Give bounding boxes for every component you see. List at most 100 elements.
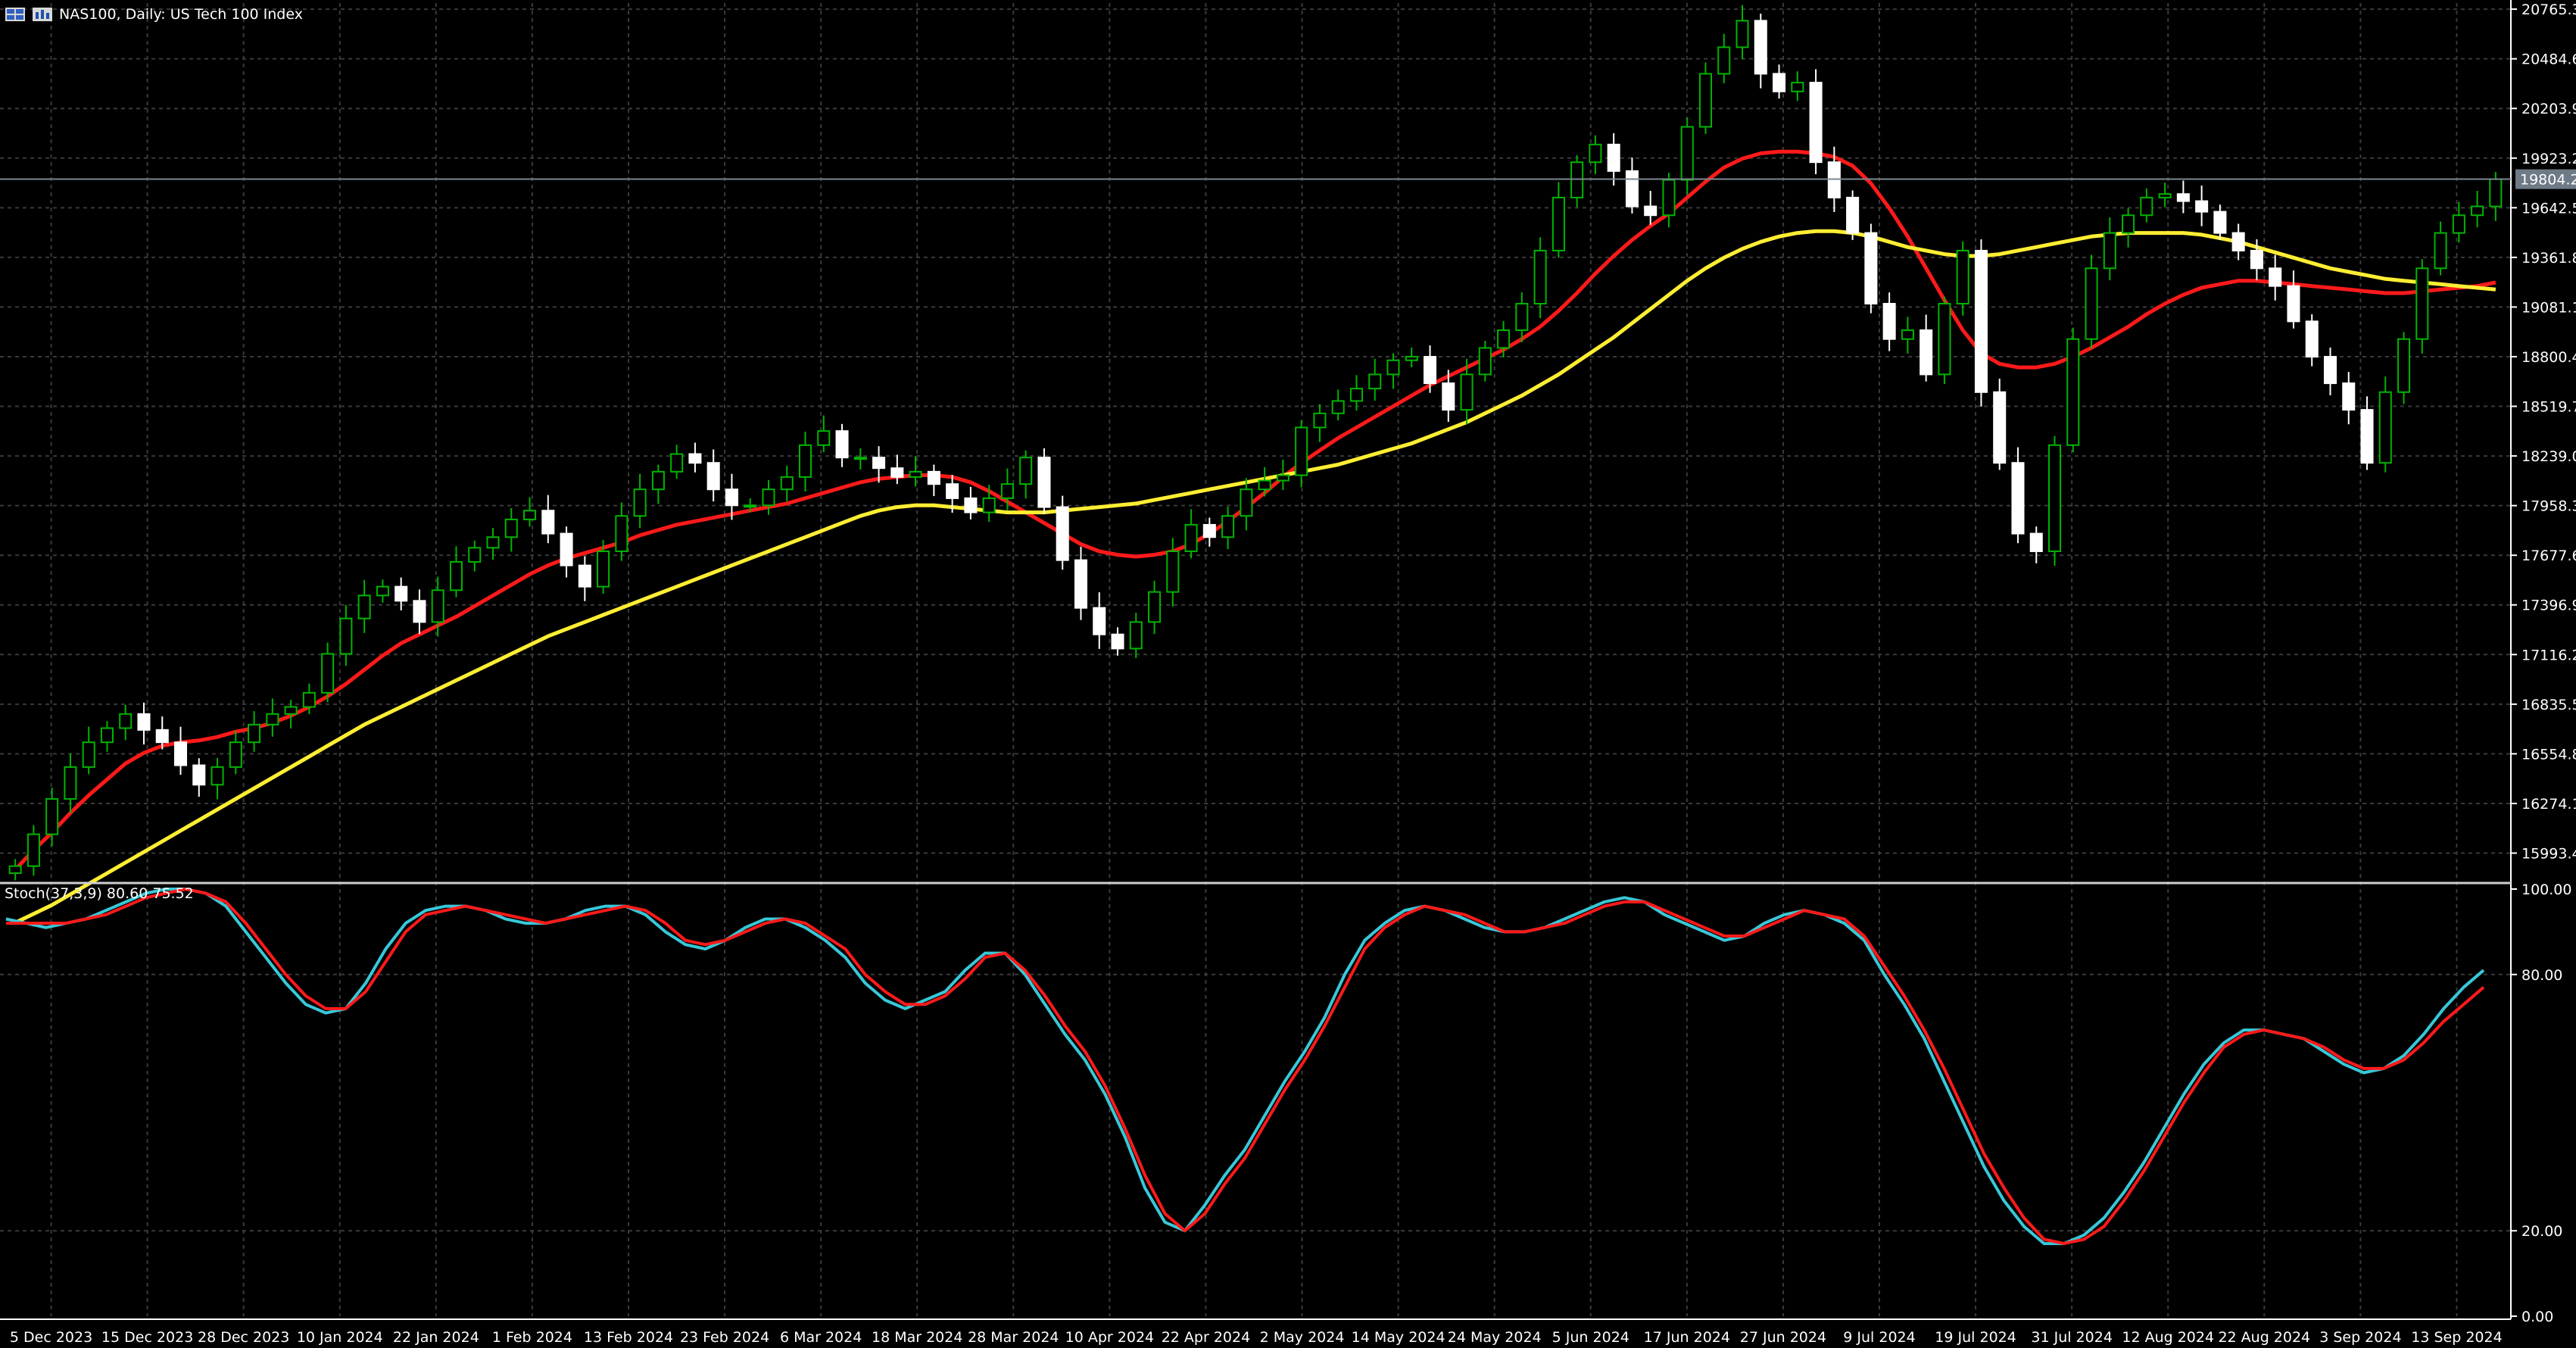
candle-body (119, 713, 133, 729)
candle-body (1809, 82, 1823, 164)
candle-body (229, 741, 242, 768)
candle-body (486, 536, 500, 549)
candle-body (706, 462, 720, 491)
candle-body (2397, 338, 2411, 393)
chart-title: NAS100, Daily: US Tech 100 Index (59, 6, 303, 23)
candle-body (835, 430, 849, 459)
candle-body (1515, 303, 1529, 332)
stoch-tick-label: 80.00 (2521, 967, 2562, 984)
current-price-label: 19804.2 (2520, 172, 2576, 189)
candle-body (449, 560, 463, 591)
ma-slow-line (14, 229, 2496, 925)
candle-body (321, 653, 335, 694)
candle-body (1956, 249, 1969, 305)
candle-body (100, 727, 114, 744)
candle-body (1074, 559, 1088, 609)
candle-body (1478, 347, 1492, 376)
candle-body (597, 550, 610, 588)
candle-body (872, 457, 886, 470)
x-tick-label: 27 Jun 2024 (1740, 1329, 1826, 1346)
candle-body (2122, 214, 2135, 234)
candle-body (2323, 356, 2337, 385)
y-tick-label: 16274.1 (2521, 796, 2576, 813)
candle-body (1717, 46, 1731, 75)
candle-body (1405, 356, 1418, 361)
candle-body (284, 706, 298, 715)
candle-body (468, 547, 482, 563)
candle-body (1166, 550, 1180, 593)
candle-body (1442, 382, 1455, 411)
candle-body (1295, 426, 1308, 476)
candle-body (504, 518, 518, 538)
candle-body (651, 470, 665, 491)
candle-body (2378, 391, 2392, 464)
candle-body (780, 476, 794, 491)
candle-body (1736, 20, 1749, 48)
candle-body (1129, 621, 1143, 650)
y-tick-label: 16554.8 (2521, 746, 2576, 763)
candle-body (1276, 474, 1290, 482)
x-tick-label: 28 Mar 2024 (968, 1329, 1059, 1346)
x-tick-label: 5 Dec 2023 (10, 1329, 92, 1346)
stochastic-lines (5, 888, 2485, 1246)
candle-body (82, 741, 95, 768)
candle-body (173, 741, 188, 766)
candle-body (578, 564, 591, 588)
x-tick-label: 13 Sep 2024 (2411, 1329, 2502, 1346)
candle-body (2305, 320, 2319, 358)
x-tick-label: 28 Dec 2023 (198, 1329, 289, 1346)
candle-body (1773, 73, 1786, 92)
candle-body (27, 833, 40, 867)
y-tick-label: 15993.4 (2521, 846, 2576, 863)
y-tick-label: 17958.3 (2521, 498, 2576, 515)
candle-body (1882, 303, 1896, 340)
candle-body (1662, 179, 1676, 217)
candle-body (1258, 479, 1271, 491)
candle-body (1754, 20, 1767, 75)
candle-body (1552, 196, 1565, 251)
candle-body (1974, 249, 1988, 393)
y-tick-label: 20203.9 (2521, 101, 2576, 117)
candle-body (560, 532, 573, 566)
candle-body (1680, 126, 1694, 181)
candle-body (1938, 303, 1951, 376)
candle-body (2140, 196, 2153, 217)
current-price-marker (2515, 169, 2576, 189)
candle-body (1331, 400, 1345, 414)
candle-body (1644, 205, 1658, 217)
candle-body (670, 453, 684, 473)
x-tick-label: 6 Mar 2024 (780, 1329, 862, 1346)
candle-body (853, 457, 867, 460)
candle-body (413, 600, 426, 623)
candle-body (1698, 73, 1713, 128)
candle-body (2269, 267, 2282, 287)
candle-body (1846, 196, 1860, 234)
candle-body (2103, 232, 2116, 270)
candle-body (2085, 267, 2098, 340)
chart-type-icon[interactable] (32, 6, 53, 23)
x-tick-label: 17 Jun 2024 (1644, 1329, 1730, 1346)
candle-body (762, 488, 775, 507)
candle-body (688, 453, 702, 464)
x-tick-label: 31 Jul 2024 (2031, 1329, 2113, 1346)
y-tick-label: 17677.6 (2521, 548, 2576, 564)
x-tick-label: 24 May 2024 (1448, 1329, 1542, 1346)
y-tick-label: 17396.9 (2521, 598, 2576, 614)
candle-body (1625, 170, 1639, 208)
candle-body (1313, 412, 1327, 429)
candle-body (64, 766, 77, 800)
window-grid-icon[interactable] (5, 6, 26, 23)
stoch-tick-label: 20.00 (2521, 1223, 2562, 1240)
candle-body (2231, 232, 2245, 251)
candle-body (1386, 359, 1400, 376)
candle-body (2195, 200, 2209, 213)
x-tick-label: 22 Aug 2024 (2218, 1329, 2310, 1346)
x-tick-label: 15 Dec 2023 (101, 1329, 193, 1346)
candle-body (633, 488, 647, 517)
candle-body (1056, 506, 1069, 561)
candle-body (45, 797, 59, 835)
x-tick-label: 9 Jul 2024 (1843, 1329, 1915, 1346)
candle-body (192, 764, 206, 786)
